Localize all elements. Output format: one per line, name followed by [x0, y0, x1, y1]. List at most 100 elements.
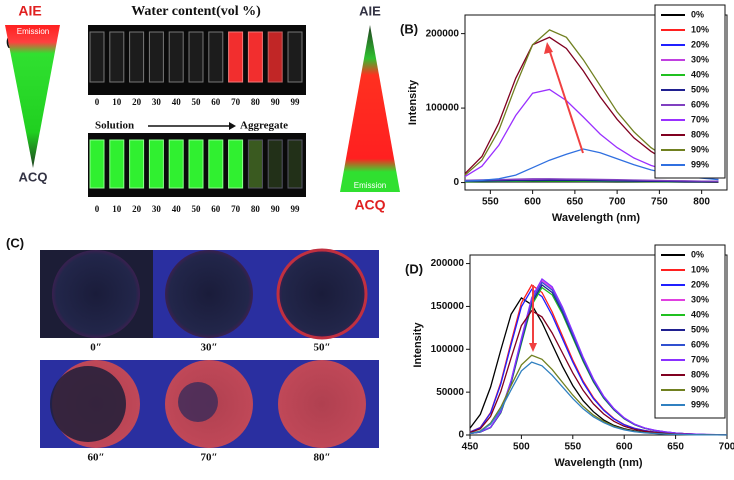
series-line: [464, 179, 719, 183]
cuvette: [208, 139, 224, 189]
time-label: 50″: [313, 342, 330, 354]
cuvette: [247, 31, 263, 83]
y-tick-label: 200000: [426, 28, 460, 39]
cuvette: [109, 139, 125, 189]
series-line: [469, 278, 728, 436]
cuvette: [287, 31, 303, 83]
legend-label: 40%: [691, 69, 709, 79]
x-tick-label: 500: [513, 442, 530, 453]
series-line: [464, 178, 719, 182]
dish: [52, 250, 140, 338]
water-number: 10: [112, 204, 122, 214]
cuvette: [129, 31, 145, 83]
legend-label: 20%: [691, 279, 709, 289]
cuvette: [109, 31, 125, 83]
cuvette: [208, 31, 224, 83]
water-number: 0: [95, 204, 100, 214]
aggregate-label: Aggregate: [240, 120, 288, 132]
dish: [276, 248, 368, 340]
y-tick-label: 100000: [426, 103, 460, 114]
legend-label: 60%: [691, 339, 709, 349]
annotation-arrow: [548, 48, 584, 154]
cuvette: [148, 31, 164, 83]
y-tick-label: 0: [458, 430, 464, 441]
panel-label: (C): [6, 235, 24, 250]
cuvette: [129, 139, 145, 189]
annotation-arrow-head: [544, 42, 553, 54]
water-number: 50: [192, 97, 202, 107]
cuvette: [188, 139, 204, 189]
cuvette: [267, 31, 283, 83]
time-label: 70″: [200, 452, 217, 464]
time-label: 30″: [200, 342, 217, 354]
cuvette: [267, 139, 283, 189]
legend-label: 90%: [691, 144, 709, 154]
legend-label: 40%: [691, 309, 709, 319]
plot-frame: [464, 14, 728, 191]
solution-label: Solution: [95, 120, 134, 132]
x-tick-label: 450: [462, 442, 479, 453]
x-tick-label: 550: [482, 197, 499, 208]
water-number: 30: [152, 204, 162, 214]
legend-label: 60%: [691, 99, 709, 109]
legend-label: 20%: [691, 39, 709, 49]
water-number: 20: [132, 97, 142, 107]
x-tick-label: 800: [693, 197, 710, 208]
cuvette: [168, 31, 184, 83]
water-number: 0: [95, 97, 100, 107]
legend-label: 80%: [691, 369, 709, 379]
legend-label: 99%: [691, 159, 709, 169]
cuvette: [228, 139, 244, 189]
water-number: 70: [231, 204, 241, 214]
cuvette: [247, 139, 263, 189]
aie-triangle: [5, 25, 60, 168]
x-tick-label: 650: [567, 197, 584, 208]
water-number: 90: [271, 204, 281, 214]
water-number: 30: [152, 97, 162, 107]
legend-label: 50%: [691, 84, 709, 94]
x-tick-label: 700: [609, 197, 626, 208]
x-tick-label: 700: [719, 442, 734, 453]
cuvette: [148, 139, 164, 189]
x-tick-label: 650: [667, 442, 684, 453]
water-number: 80: [251, 97, 261, 107]
x-tick-label: 600: [524, 197, 541, 208]
water-number: 40: [172, 97, 182, 107]
cuvette: [188, 31, 204, 83]
water-number: 90: [271, 97, 281, 107]
y-axis-label: Intensity: [407, 79, 419, 125]
water-number: 50: [192, 204, 202, 214]
water-number: 80: [251, 204, 261, 214]
legend-label: 99%: [691, 399, 709, 409]
y-tick-label: 50000: [436, 387, 464, 398]
plot-frame: [469, 254, 728, 436]
water-number: 99: [291, 97, 301, 107]
water-number: 20: [132, 204, 142, 214]
y-tick-label: 100000: [431, 344, 465, 355]
y-axis-label: Intensity: [412, 322, 424, 368]
acq-label: ACQ: [19, 169, 48, 184]
aie-label: AIE: [18, 3, 41, 19]
y-tick-label: 200000: [431, 258, 465, 269]
cuvette: [287, 139, 303, 189]
legend-label: 80%: [691, 129, 709, 139]
water-number: 60: [211, 97, 221, 107]
dish-dark: [50, 366, 126, 442]
cuvette: [228, 31, 244, 83]
x-tick-label: 750: [651, 197, 668, 208]
water-title: Water content(vol %): [131, 4, 261, 19]
panel-label: (D): [405, 261, 423, 276]
arrow-head: [229, 122, 236, 130]
water-number: 40: [172, 204, 182, 214]
legend-label: 30%: [691, 294, 709, 304]
x-tick-label: 600: [616, 442, 633, 453]
acq-label: ACQ: [354, 197, 385, 213]
legend-label: 50%: [691, 324, 709, 334]
emission-label: Emission: [354, 181, 386, 190]
legend-label: 0%: [691, 249, 704, 259]
time-label: 0″: [90, 342, 102, 354]
dish-dark: [178, 382, 218, 422]
y-tick-label: 0: [453, 177, 459, 188]
water-number: 10: [112, 97, 122, 107]
